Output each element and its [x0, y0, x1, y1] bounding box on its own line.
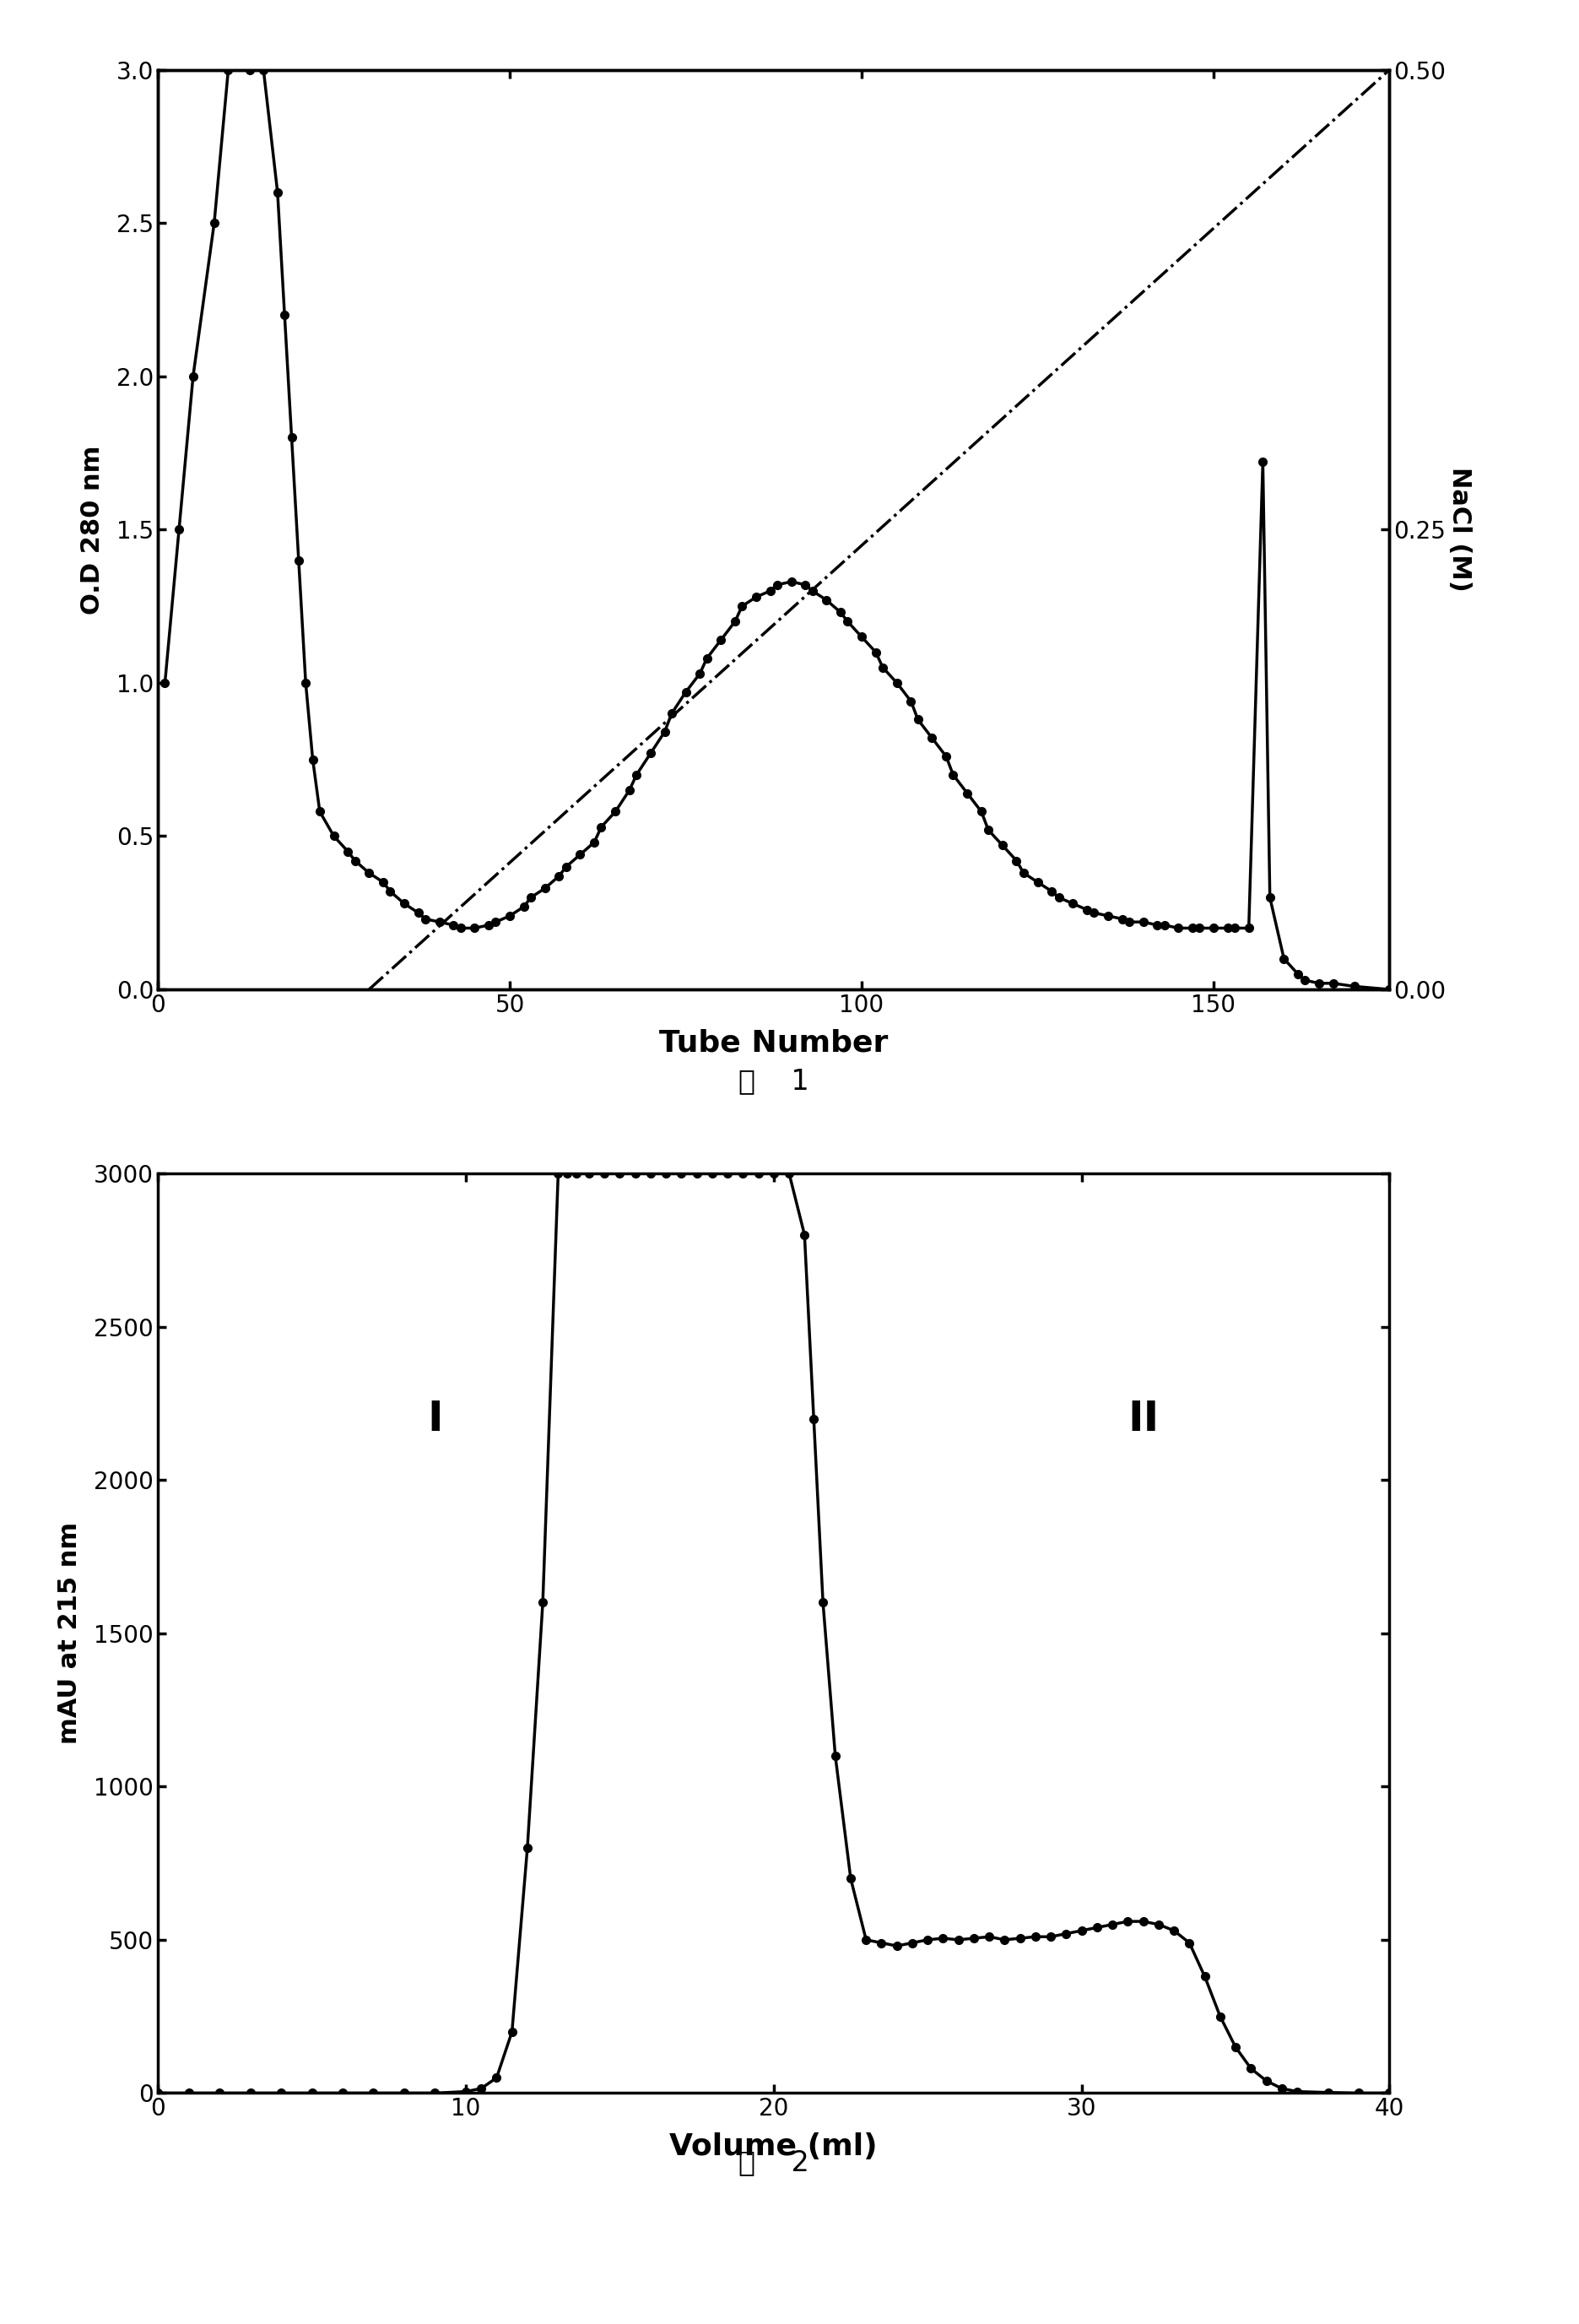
Text: 图    1: 图 1 [739, 1067, 808, 1095]
X-axis label: Tube Number: Tube Number [658, 1030, 889, 1057]
Text: I: I [428, 1399, 442, 1439]
X-axis label: Volume (ml): Volume (ml) [669, 2133, 878, 2161]
Text: II: II [1127, 1399, 1159, 1439]
Y-axis label: O.D 280 nm: O.D 280 nm [81, 444, 104, 614]
Text: 图    2: 图 2 [739, 2147, 808, 2175]
Y-axis label: NaCl (M): NaCl (M) [1448, 467, 1472, 593]
Y-axis label: mAU at 215 nm: mAU at 215 nm [58, 1522, 82, 1745]
